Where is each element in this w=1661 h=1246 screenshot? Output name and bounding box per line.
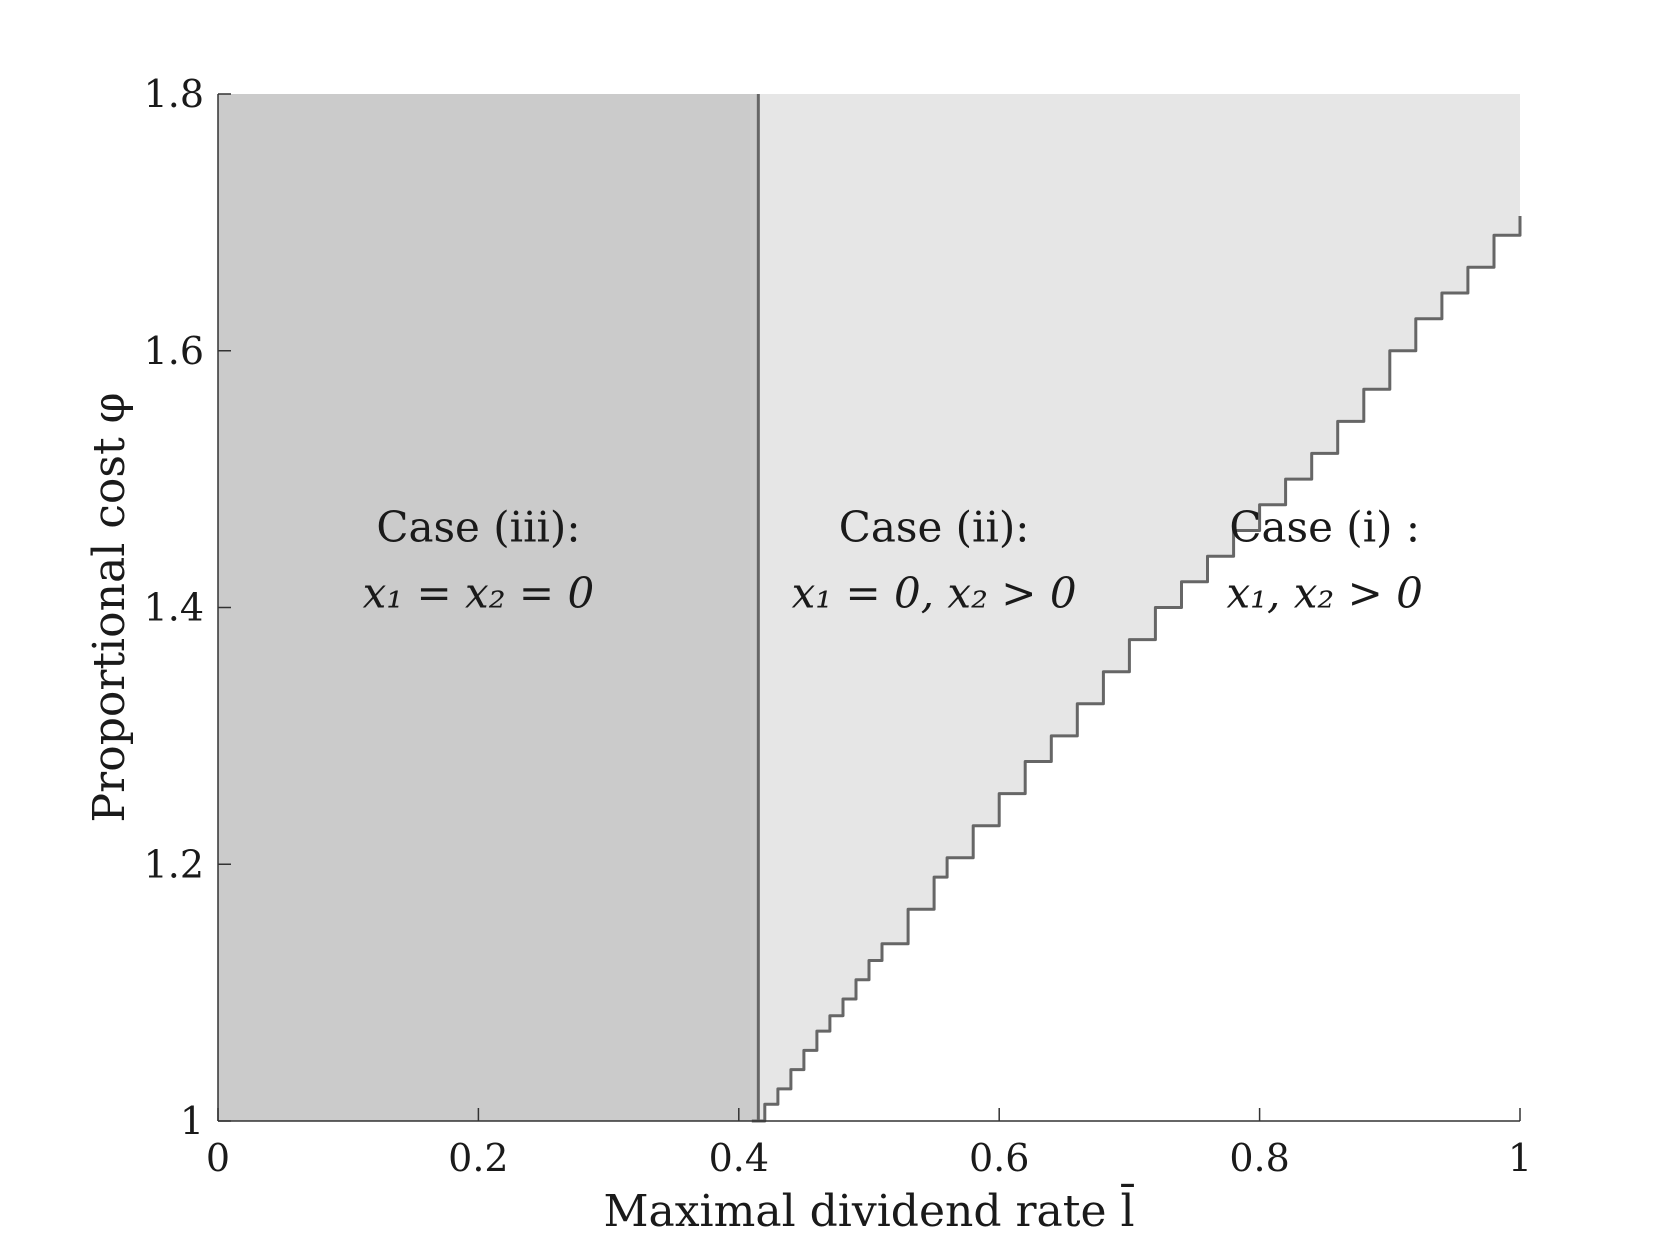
- x-tick-label: 0.8: [1229, 1136, 1289, 1180]
- plot-area: [218, 94, 1522, 1123]
- y-tick-label: 1.2: [144, 842, 204, 886]
- x-tick-label: 1: [1508, 1136, 1532, 1180]
- region-case-ii: [751, 94, 1520, 1121]
- x-tick-label: 0.6: [969, 1136, 1029, 1180]
- axes: [217, 93, 1521, 1122]
- x-tick-label: 0.4: [709, 1136, 769, 1180]
- region-condition-2: x₁ = 0, x₂ > 0: [792, 569, 1077, 618]
- region-condition-1: x₁ = x₂ = 0: [363, 569, 595, 618]
- region-case-iii: [218, 94, 759, 1121]
- region-label-3: Case (i) :: [1229, 503, 1420, 552]
- y-tick-label: 1.6: [144, 329, 204, 373]
- boundary-curve: [751, 216, 1522, 1123]
- region-condition-3: x₁, x₂ > 0: [1227, 569, 1423, 618]
- x-tick-label: 0.2: [448, 1136, 508, 1180]
- region-label-1: Case (iii):: [376, 503, 580, 552]
- x-tick-label: 0: [206, 1136, 230, 1180]
- y-axis-title: Proportional cost φ: [84, 393, 135, 823]
- tick-labels: 0 0.2 0.4 0.6 0.8 1 1 1.2 1.4 1.6 1.8: [144, 72, 1533, 1180]
- y-tick-label: 1: [180, 1099, 204, 1143]
- region-annotations: Case (iii): x₁ = x₂ = 0 Case (ii): x₁ = 0, …: [363, 503, 1423, 618]
- y-tick-label: 1.4: [144, 586, 204, 630]
- region-label-2: Case (ii):: [839, 503, 1030, 552]
- x-axis-title: Maximal dividend rate l̄: [603, 1182, 1134, 1237]
- y-tick-label: 1.8: [144, 72, 204, 116]
